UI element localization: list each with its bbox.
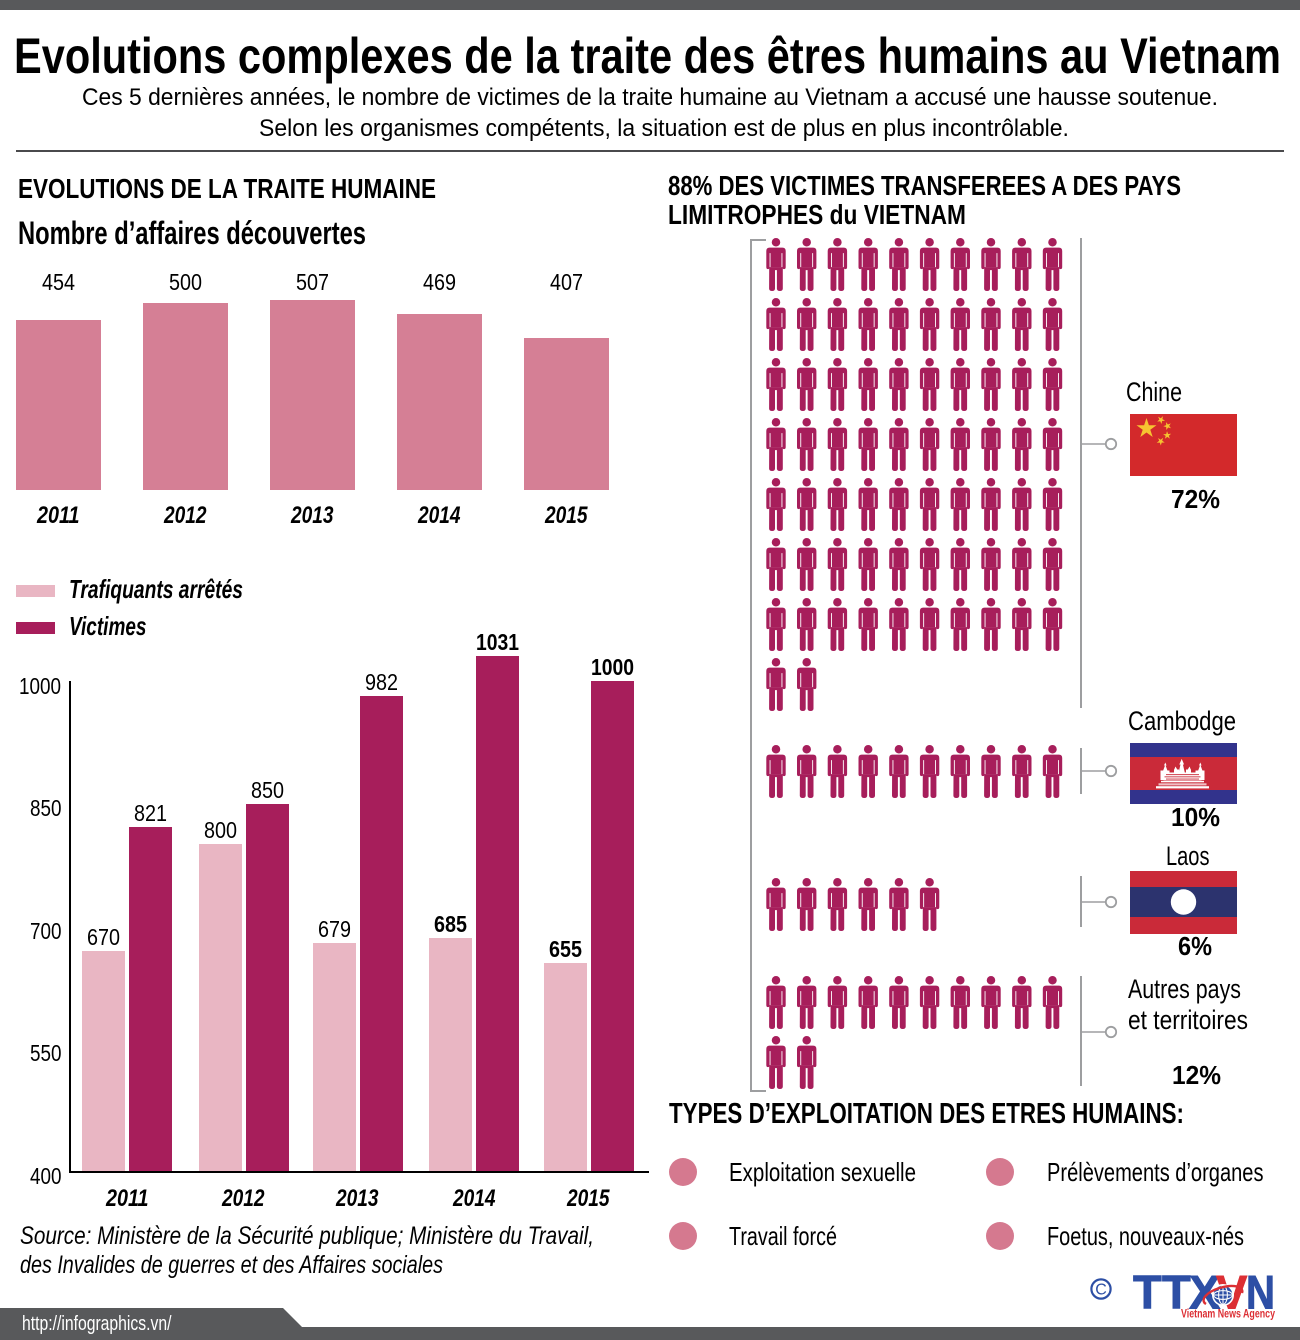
- svg-text:C: C: [1095, 1282, 1107, 1299]
- svg-text:T: T: [1133, 1270, 1162, 1319]
- svg-text:Vietnam News Agency: Vietnam News Agency: [1181, 1309, 1275, 1321]
- svg-text:N: N: [1246, 1270, 1275, 1319]
- svg-text:T: T: [1162, 1270, 1191, 1319]
